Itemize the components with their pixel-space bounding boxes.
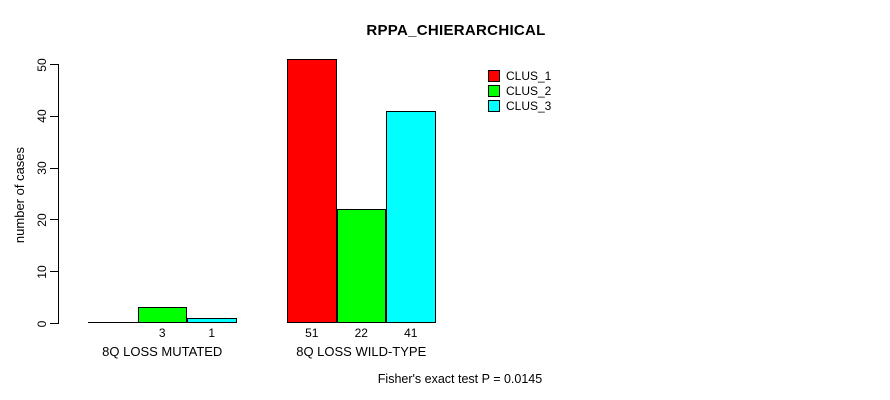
legend-swatch-clus_2 (488, 84, 500, 97)
legend-label: CLUS_3 (506, 98, 552, 113)
bar-clus_3-group1 (187, 317, 237, 323)
legend-row: CLUS_2 (488, 83, 551, 98)
legend-label: CLUS_1 (506, 68, 552, 83)
group-label-2: 8Q LOSS WILD-TYPE (296, 344, 427, 359)
legend-label: CLUS_2 (506, 83, 552, 98)
legend: CLUS_1 CLUS_2 CLUS_3 (488, 68, 551, 113)
y-tick-mark (50, 115, 58, 117)
bar-value-label: 51 (305, 326, 319, 340)
legend-row: CLUS_1 (488, 68, 551, 83)
bar-value-label: 1 (208, 326, 216, 340)
group-label-1: 8Q LOSS MUTATED (102, 344, 223, 359)
legend-swatch-clus_3 (488, 99, 500, 112)
y-tick-label: 40 (35, 109, 49, 123)
y-tick-label: 30 (35, 161, 49, 175)
legend-swatch-clus_1 (488, 69, 500, 82)
bar-clus_3-group2 (386, 110, 436, 323)
y-tick-mark (50, 167, 58, 169)
legend-row: CLUS_3 (488, 98, 551, 113)
bar-value-label: 3 (158, 326, 166, 340)
bar-value-label: 41 (404, 326, 418, 340)
y-tick-mark (50, 271, 58, 273)
y-axis-line (58, 64, 59, 324)
y-tick-mark (50, 323, 58, 324)
chart-title: RPPA_CHIERARCHICAL (366, 22, 546, 39)
bar-clus_2-group1 (137, 307, 187, 323)
y-tick-mark (50, 64, 58, 65)
bar-clus_2-group2 (336, 209, 386, 323)
fisher-test-annotation: Fisher's exact test P = 0.0145 (377, 372, 543, 386)
y-tick-label: 20 (35, 213, 49, 227)
bar-value-label: 22 (354, 326, 368, 340)
bar-clus_1-group1 (88, 322, 138, 323)
bar-clus_1-group2 (287, 58, 337, 323)
y-tick-mark (50, 219, 58, 221)
y-tick-label: 0 (35, 320, 49, 327)
y-axis-label: number of cases (12, 146, 27, 244)
y-tick-label: 50 (35, 57, 49, 72)
y-tick-label: 10 (35, 265, 49, 279)
